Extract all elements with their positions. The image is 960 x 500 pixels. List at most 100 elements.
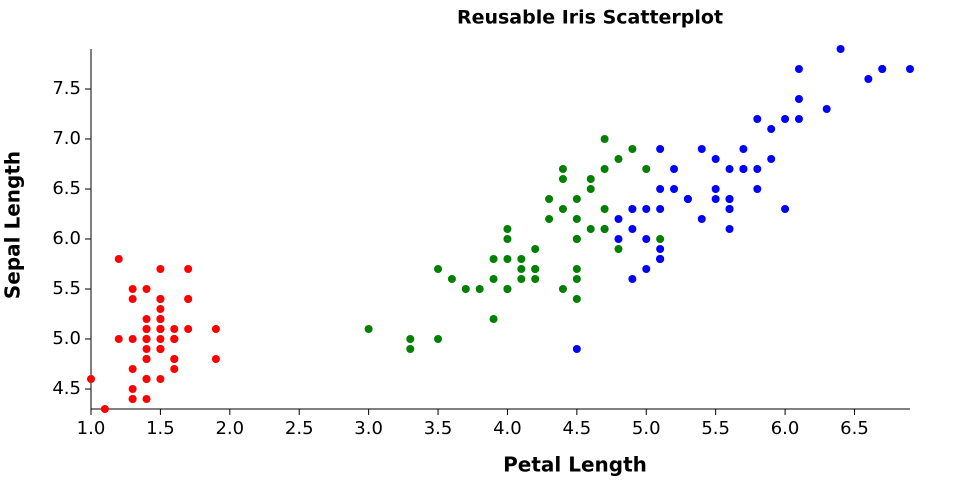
- point: [87, 375, 95, 383]
- point: [656, 145, 665, 153]
- point: [614, 155, 623, 163]
- point: [739, 145, 748, 153]
- point: [614, 215, 623, 223]
- point: [670, 165, 679, 173]
- point: [406, 335, 415, 343]
- point: [156, 265, 165, 273]
- point: [600, 165, 609, 173]
- x-axis-label: Petal Length: [503, 453, 647, 477]
- point: [864, 75, 873, 83]
- point: [142, 355, 151, 363]
- point: [184, 265, 193, 273]
- point: [489, 315, 498, 323]
- point: [558, 175, 567, 183]
- point: [489, 255, 498, 263]
- y-tick-label: 7.5: [52, 78, 81, 99]
- point: [170, 365, 179, 373]
- point: [100, 405, 109, 413]
- x-tick-label: 2.5: [285, 418, 314, 439]
- point: [558, 205, 567, 213]
- point: [628, 145, 637, 153]
- y-tick-label: 6.5: [52, 178, 81, 199]
- point: [447, 275, 456, 283]
- point: [767, 155, 776, 163]
- point: [670, 185, 679, 193]
- point: [781, 205, 790, 213]
- point: [558, 285, 567, 293]
- point: [531, 265, 540, 273]
- point: [142, 395, 151, 403]
- point: [142, 315, 151, 323]
- point: [572, 215, 581, 223]
- x-tick-label: 1.5: [146, 418, 175, 439]
- point: [711, 195, 720, 203]
- point: [156, 295, 165, 303]
- point: [184, 325, 193, 333]
- point: [156, 345, 165, 353]
- point: [517, 275, 526, 283]
- point: [836, 45, 845, 53]
- point: [156, 335, 165, 343]
- point: [128, 385, 137, 393]
- point: [739, 165, 748, 173]
- point: [614, 235, 623, 243]
- point: [878, 65, 887, 73]
- point: [753, 115, 762, 123]
- y-axis-label: Sepal Length: [1, 151, 25, 299]
- point: [656, 235, 665, 243]
- point: [156, 315, 165, 323]
- point: [558, 165, 567, 173]
- point: [767, 125, 776, 133]
- point: [517, 255, 526, 263]
- x-tick-label: 3.5: [424, 418, 453, 439]
- point: [600, 225, 609, 233]
- point: [489, 275, 498, 283]
- point: [822, 105, 831, 113]
- x-tick-label: 6.0: [771, 418, 800, 439]
- point: [531, 245, 540, 253]
- point: [545, 215, 554, 223]
- point: [656, 255, 665, 263]
- point: [211, 325, 220, 333]
- point: [711, 185, 720, 193]
- point: [753, 185, 762, 193]
- point: [572, 275, 581, 283]
- x-tick-label: 5.5: [701, 418, 730, 439]
- point: [114, 335, 123, 343]
- point: [211, 355, 220, 363]
- point: [156, 375, 165, 383]
- point: [711, 155, 720, 163]
- point: [697, 215, 706, 223]
- point: [128, 365, 137, 373]
- point: [586, 225, 595, 233]
- point: [142, 335, 151, 343]
- point: [503, 285, 512, 293]
- y-tick-label: 4.5: [52, 378, 81, 399]
- point: [531, 275, 540, 283]
- point: [156, 325, 165, 333]
- point: [572, 345, 581, 353]
- point: [114, 255, 123, 263]
- point: [517, 265, 526, 273]
- point: [461, 285, 470, 293]
- point: [656, 205, 665, 213]
- x-tick-label: 2.0: [215, 418, 244, 439]
- point: [572, 265, 581, 273]
- x-tick-label: 1.0: [77, 418, 106, 439]
- x-tick-label: 3.0: [354, 418, 383, 439]
- y-tick-label: 7.0: [52, 128, 81, 149]
- point: [142, 375, 151, 383]
- point: [142, 345, 151, 353]
- point: [642, 265, 651, 273]
- point: [128, 285, 137, 293]
- point: [642, 165, 651, 173]
- x-tick-label: 4.0: [493, 418, 522, 439]
- point: [628, 205, 637, 213]
- point: [128, 295, 137, 303]
- point: [475, 285, 484, 293]
- point: [725, 165, 734, 173]
- point: [697, 145, 706, 153]
- point: [170, 335, 179, 343]
- point: [503, 225, 512, 233]
